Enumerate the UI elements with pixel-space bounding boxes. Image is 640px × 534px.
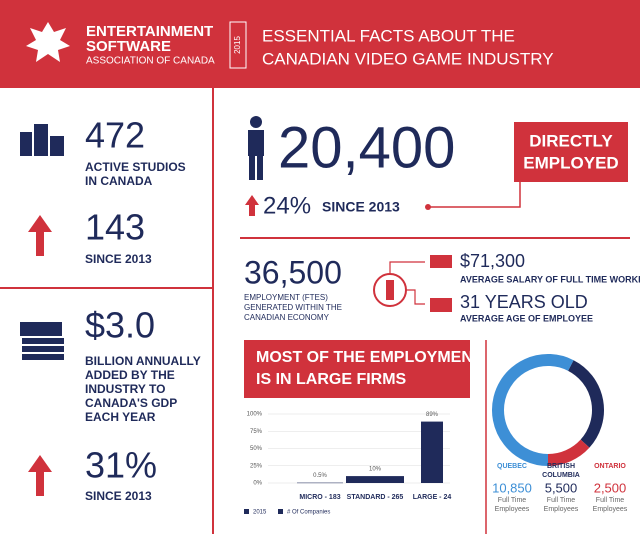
unit-label: Employees (544, 506, 579, 513)
connector (428, 182, 521, 208)
stat-label: ADDED BY THE (85, 368, 175, 382)
unit-label: Full Time (498, 497, 527, 504)
stat-label: EMPLOYMENT (FTES) (244, 293, 328, 302)
donut-segment (547, 439, 590, 466)
unit-label: Full Time (547, 497, 576, 504)
x-tick-label: STANDARD - 265 (347, 494, 404, 501)
legend-label: # Of Companies (287, 510, 330, 516)
stat-value: 31% (85, 445, 157, 486)
org-name: SOFTWARE (86, 38, 171, 55)
legend-label: COLUMBIA (542, 472, 580, 479)
stat-label: IN CANADA (85, 174, 153, 188)
header-band (0, 0, 640, 88)
org-name: ASSOCIATION OF CANADA (86, 56, 215, 67)
stat-label: DIRECTLY (529, 131, 613, 150)
stat-value: 36,500 (244, 254, 342, 290)
legend-swatch (244, 509, 249, 514)
stat-label: SINCE 2013 (85, 489, 152, 503)
value-label: 10,850 (492, 480, 532, 495)
connector (389, 261, 425, 274)
up-arrow (28, 215, 52, 256)
stat-value: $71,300 (460, 251, 525, 271)
stat-label: EMPLOYED (523, 153, 618, 172)
stat-label: SINCE 2013 (322, 199, 400, 215)
cake-icon (430, 298, 452, 312)
y-tick-label: 0% (253, 481, 262, 487)
stat-value: $3.0 (85, 305, 155, 346)
chart-title: IS IN LARGE FIRMS (256, 371, 407, 388)
y-tick-label: 25% (250, 463, 263, 469)
building-icon (20, 124, 64, 156)
legend-label: ONTARIO (594, 463, 626, 470)
stat-label: INDUSTRY TO (85, 382, 165, 396)
person-icon (248, 116, 264, 180)
y-tick-label: 100% (247, 412, 263, 418)
legend-label: BRITISH (547, 463, 575, 470)
value-label: 0.5% (313, 473, 327, 479)
y-tick-label: 75% (250, 429, 263, 435)
person-icon (386, 280, 394, 300)
title: CANADIAN VIDEO GAME INDUSTRY (262, 49, 554, 68)
stat-label: EACH YEAR (85, 410, 156, 424)
legend-label: 2015 (253, 510, 267, 516)
stat-value: 20,400 (278, 115, 455, 180)
chart-title: MOST OF THE EMPLOYMENT (256, 349, 483, 366)
stat-label: ACTIVE STUDIOS (85, 160, 186, 174)
value-label: 10% (369, 467, 382, 473)
stat-label: CANADA'S GDP (85, 396, 177, 410)
year-box (229, 21, 247, 69)
legend-swatch (278, 509, 283, 514)
title: ESSENTIAL FACTS ABOUT THE (262, 26, 515, 45)
value-label: 89% (426, 412, 439, 418)
money-icon (430, 255, 452, 268)
up-arrow (245, 195, 259, 216)
legend-label: QUEBEC (497, 463, 527, 470)
value-label: 2,500 (594, 480, 627, 495)
stat-label: CANADIAN ECONOMY (244, 313, 330, 322)
up-arrow (28, 455, 52, 496)
connector (406, 289, 425, 305)
stat-value: 472 (85, 115, 145, 156)
stat-value: 24% (263, 192, 311, 219)
stat-label: GENERATED WITHIN THE (244, 303, 342, 312)
stat-label: AVERAGE SALARY OF FULL TIME WORKERS (460, 274, 640, 284)
x-tick-label: MICRO - 183 (299, 494, 340, 501)
stat-value: 143 (85, 207, 145, 248)
org-name: ENTERTAINMENT (86, 23, 213, 40)
donut-segment (492, 354, 574, 466)
unit-label: Employees (593, 506, 628, 513)
y-tick-label: 50% (250, 446, 263, 452)
stat-label: SINCE 2013 (85, 252, 152, 266)
stat-label: BILLION ANNUALLY (85, 354, 201, 368)
year: 2015 (233, 36, 242, 54)
bar (346, 476, 404, 483)
logo (26, 22, 70, 62)
bar (297, 482, 343, 484)
x-tick-label: LARGE - 24 (413, 494, 452, 501)
unit-label: Employees (495, 506, 530, 513)
stat-label: AVERAGE AGE OF EMPLOYEE (460, 313, 593, 323)
stat-value: 31 YEARS OLD (460, 292, 588, 312)
chart-title-box (244, 340, 470, 398)
donut-segment (567, 360, 604, 448)
label-box (514, 122, 628, 182)
bar (421, 421, 443, 483)
money-icon (20, 322, 64, 360)
connector-dot (425, 204, 431, 210)
unit-label: Full Time (596, 497, 625, 504)
value-label: 5,500 (545, 480, 578, 495)
